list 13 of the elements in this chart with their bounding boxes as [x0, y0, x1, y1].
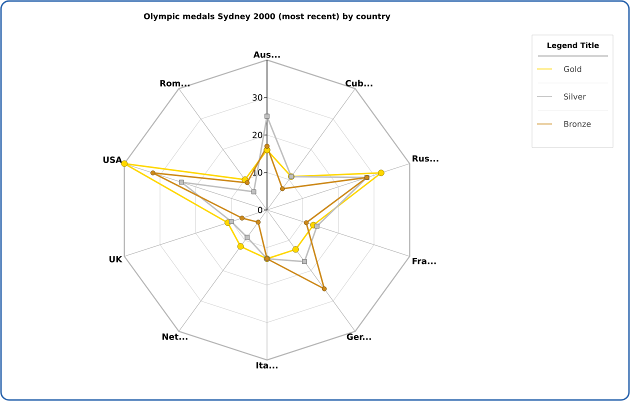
- spoke-label: Cub...: [346, 80, 372, 86]
- spoke-label: USA: [103, 156, 122, 163]
- spoke-label: Ita...: [256, 362, 278, 368]
- y-tick-label: 30: [252, 94, 262, 101]
- spoke-label: UK: [109, 256, 122, 262]
- spoke-label: Net...: [162, 334, 188, 340]
- spoke-label: Aus...: [253, 52, 280, 58]
- spoke-label: Rom...: [160, 80, 190, 86]
- spoke-label: Fra...: [412, 258, 436, 264]
- spoke-label: Rus...: [412, 155, 438, 162]
- spoke-label: Ger...: [346, 334, 371, 340]
- y-tick-label: 0: [258, 206, 262, 214]
- y-tick-label: 20: [252, 132, 262, 138]
